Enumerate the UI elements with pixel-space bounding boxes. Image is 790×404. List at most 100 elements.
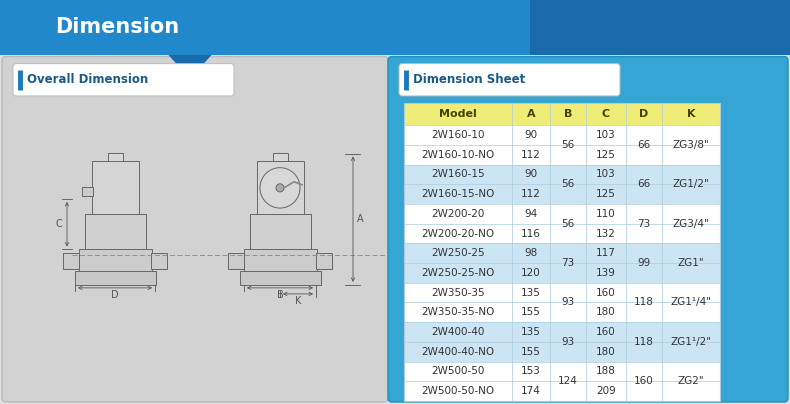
Text: 93: 93 [562, 297, 574, 307]
Text: 2W160-10-NO: 2W160-10-NO [421, 150, 495, 160]
FancyBboxPatch shape [243, 249, 317, 272]
FancyBboxPatch shape [388, 57, 788, 402]
Text: C: C [55, 219, 62, 229]
FancyBboxPatch shape [404, 204, 720, 224]
FancyBboxPatch shape [92, 161, 138, 215]
Text: 132: 132 [596, 229, 616, 239]
Text: 2W350-35-NO: 2W350-35-NO [421, 307, 495, 318]
Text: 180: 180 [596, 347, 616, 357]
Text: 2W250-25-NO: 2W250-25-NO [421, 268, 495, 278]
Text: K: K [687, 109, 695, 119]
Text: 2W400-40-NO: 2W400-40-NO [421, 347, 495, 357]
Text: 153: 153 [521, 366, 541, 377]
FancyBboxPatch shape [404, 322, 720, 342]
Text: 112: 112 [521, 150, 541, 160]
Text: Overall Dimension: Overall Dimension [27, 73, 149, 86]
Text: 73: 73 [638, 219, 651, 229]
Text: 124: 124 [558, 376, 578, 386]
Text: Model: Model [439, 109, 477, 119]
FancyBboxPatch shape [404, 165, 720, 184]
Text: 98: 98 [525, 248, 538, 258]
FancyBboxPatch shape [0, 0, 530, 55]
Text: 125: 125 [596, 150, 616, 160]
Text: D: D [639, 109, 649, 119]
FancyBboxPatch shape [81, 187, 92, 196]
FancyBboxPatch shape [239, 271, 321, 285]
Text: 2W400-40: 2W400-40 [431, 327, 485, 337]
Text: 66: 66 [638, 179, 651, 189]
Text: 2W160-10: 2W160-10 [431, 130, 485, 140]
Text: 93: 93 [562, 337, 574, 347]
FancyBboxPatch shape [404, 263, 720, 283]
Text: K: K [295, 296, 301, 306]
FancyBboxPatch shape [107, 153, 122, 162]
Text: 180: 180 [596, 307, 616, 318]
Text: 155: 155 [521, 307, 541, 318]
FancyBboxPatch shape [530, 0, 790, 55]
FancyBboxPatch shape [2, 57, 388, 402]
FancyBboxPatch shape [404, 224, 720, 243]
Text: ZG1¹/2": ZG1¹/2" [671, 337, 712, 347]
Text: 2W500-50-NO: 2W500-50-NO [421, 386, 495, 396]
Text: 56: 56 [562, 219, 574, 229]
Text: 2W500-50: 2W500-50 [431, 366, 485, 377]
Text: 120: 120 [521, 268, 541, 278]
Text: 160: 160 [634, 376, 654, 386]
Text: Dimension Sheet: Dimension Sheet [413, 73, 525, 86]
Text: 90: 90 [525, 169, 537, 179]
FancyBboxPatch shape [85, 214, 145, 250]
Circle shape [276, 184, 284, 192]
FancyBboxPatch shape [0, 55, 790, 404]
FancyBboxPatch shape [257, 161, 303, 215]
Text: 2W200-20: 2W200-20 [431, 209, 485, 219]
FancyBboxPatch shape [74, 271, 156, 285]
Text: 56: 56 [562, 140, 574, 150]
Text: 160: 160 [596, 288, 616, 298]
Text: 125: 125 [596, 189, 616, 199]
Text: 94: 94 [525, 209, 538, 219]
FancyBboxPatch shape [404, 184, 720, 204]
FancyBboxPatch shape [250, 214, 310, 250]
Text: 2W200-20-NO: 2W200-20-NO [421, 229, 495, 239]
FancyBboxPatch shape [63, 252, 79, 269]
Text: 110: 110 [596, 209, 616, 219]
FancyBboxPatch shape [404, 303, 720, 322]
Text: 2W350-35: 2W350-35 [431, 288, 485, 298]
Text: C: C [602, 109, 610, 119]
Text: 155: 155 [521, 347, 541, 357]
Text: 135: 135 [521, 288, 541, 298]
Text: 56: 56 [562, 179, 574, 189]
FancyBboxPatch shape [228, 252, 244, 269]
FancyBboxPatch shape [316, 252, 332, 269]
Text: 103: 103 [596, 130, 616, 140]
Text: 118: 118 [634, 337, 654, 347]
Circle shape [260, 168, 300, 208]
FancyBboxPatch shape [404, 243, 720, 263]
Text: 188: 188 [596, 366, 616, 377]
Text: 2W160-15: 2W160-15 [431, 169, 485, 179]
Text: 116: 116 [521, 229, 541, 239]
FancyBboxPatch shape [151, 252, 167, 269]
FancyBboxPatch shape [273, 153, 288, 162]
Text: 135: 135 [521, 327, 541, 337]
Text: 112: 112 [521, 189, 541, 199]
FancyBboxPatch shape [78, 249, 152, 272]
Text: 160: 160 [596, 327, 616, 337]
Polygon shape [168, 55, 212, 79]
FancyBboxPatch shape [404, 103, 720, 125]
Text: 209: 209 [596, 386, 616, 396]
Text: B: B [564, 109, 572, 119]
Text: Dimension: Dimension [55, 17, 179, 37]
Text: 103: 103 [596, 169, 616, 179]
Text: B: B [276, 290, 284, 300]
Text: 73: 73 [562, 258, 574, 268]
Text: 2W160-15-NO: 2W160-15-NO [421, 189, 495, 199]
Text: 117: 117 [596, 248, 616, 258]
FancyBboxPatch shape [399, 64, 620, 96]
Text: ZG3/8": ZG3/8" [672, 140, 709, 150]
Text: ZG2": ZG2" [678, 376, 705, 386]
FancyBboxPatch shape [404, 125, 720, 145]
Text: A: A [357, 214, 363, 224]
Text: 139: 139 [596, 268, 616, 278]
Text: 118: 118 [634, 297, 654, 307]
